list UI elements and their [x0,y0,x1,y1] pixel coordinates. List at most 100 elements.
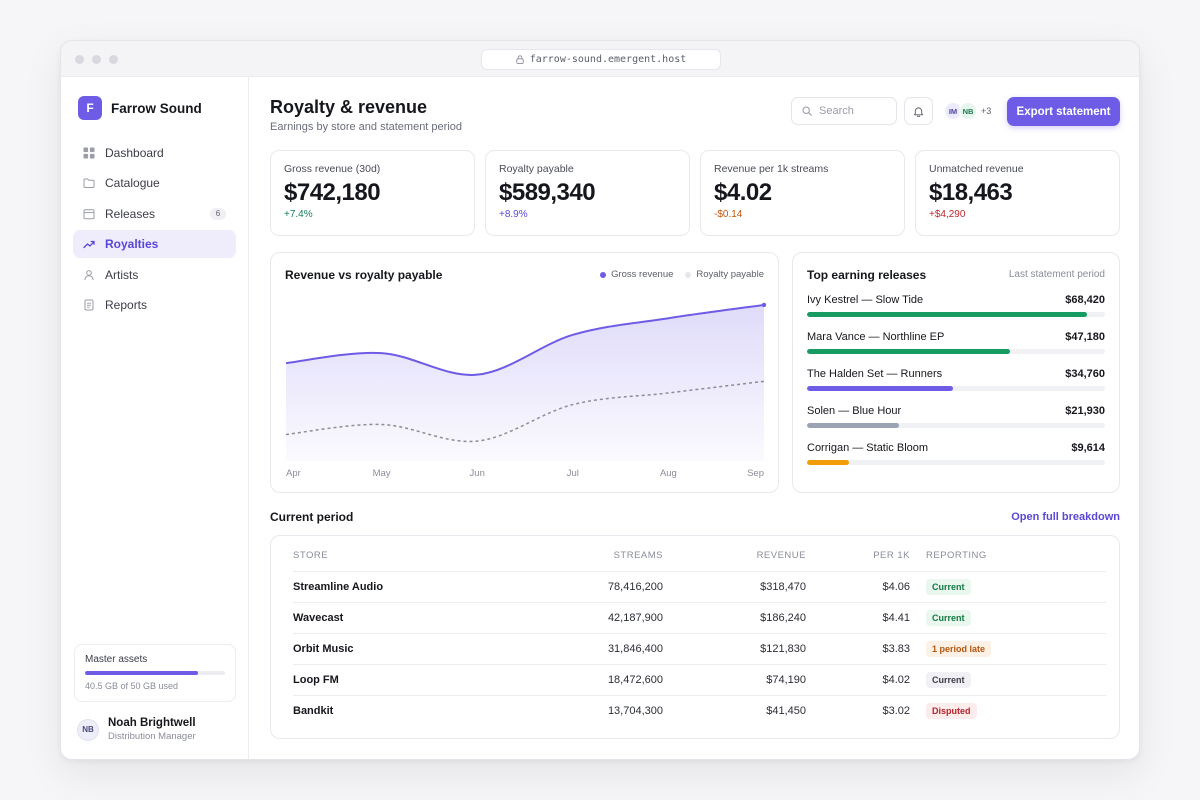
kpi-delta: +$4,290 [929,209,966,220]
legend-swatch [600,271,607,278]
page-subtitle: Earnings by store and statement period [270,121,463,133]
release-bar-fill [807,423,900,428]
column-header-streams[interactable]: STREAMS [503,540,663,572]
sidebar-item-releases[interactable]: Releases 6 [73,200,236,228]
address-bar[interactable]: farrow-sound.emergent.host [481,49,721,70]
release-bar-track [807,312,1105,317]
kpi-card-revenue-per-1k: Revenue per 1k streams $4.02 -$0.14 [700,150,905,236]
legend-item-gross-revenue[interactable]: Gross revenue [600,269,673,280]
release-name: Corrigan — Static Bloom [807,442,929,454]
minimize-dot[interactable] [92,55,101,64]
per1k-value: $3.83 [806,633,910,665]
release-amount: $47,180 [1065,331,1105,343]
column-header-revenue[interactable]: REVENUE [663,540,806,572]
legend-label: Royalty payable [696,269,764,280]
sidebar-nav: Dashboard Catalogue Releases 6 Royalties… [73,139,236,321]
column-header-store[interactable]: STORE [293,540,503,572]
release-amount: $21,930 [1065,405,1105,417]
sidebar-item-label: Dashboard [105,146,164,160]
table-row[interactable]: Wavecast 42,187,900 $186,240 $4.41 Curre… [293,602,1106,634]
table-row[interactable]: Bandkit 13,704,300 $41,450 $3.02 Dispute… [293,695,1106,726]
close-dot[interactable] [75,55,84,64]
notifications-button[interactable] [904,97,933,125]
store-name: Streamline Audio [293,571,503,603]
brand-name: Farrow Sound [111,100,202,116]
top-releases-subtitle: Last statement period [1008,269,1105,280]
release-item[interactable]: Solen — Blue Hour $21,930 [807,405,1105,428]
lock-icon [516,55,524,64]
release-bar-fill [807,460,849,465]
storage-progress-bar [85,671,225,675]
revenue-chart: Apr May Jun Jul Aug Sep [285,302,767,479]
release-item[interactable]: Ivy Kestrel — Slow Tide $68,420 [807,294,1105,317]
gross-revenue-endpoint [761,302,767,308]
brand-logo: F [78,96,102,120]
window-controls [75,55,118,64]
gross-revenue-line [285,303,765,376]
sidebar-item-catalogue[interactable]: Catalogue [73,169,236,197]
release-item[interactable]: Mara Vance — Northline EP $47,180 [807,331,1105,354]
search-input[interactable]: Search [791,97,897,125]
sidebar-item-label: Catalogue [105,176,160,191]
column-header-reporting[interactable]: REPORTING [910,540,1106,572]
sidebar-item-label: Reports [105,297,148,312]
per1k-value: $4.06 [806,571,910,603]
sidebar-item-dashboard[interactable]: Dashboard [73,139,236,167]
storage-progress-fill [85,671,199,675]
store-name: Wavecast [293,602,503,634]
revenue-value: $186,240 [663,602,806,634]
user-profile[interactable]: NB Noah Brightwell Distribution Manager [77,717,196,742]
release-name: Ivy Kestrel — Slow Tide [807,294,924,306]
export-statement-button[interactable]: Export statement [1007,97,1120,126]
table-row[interactable]: Loop FM 18,472,600 $74,190 $4.02 Current [293,664,1106,696]
table-header-row: STORE STREAMS REVENUE PER 1K REPORTING [293,540,1106,572]
streams-value: 31,846,400 [503,633,663,665]
sidebar-item-artists[interactable]: Artists [73,261,236,289]
sidebar-item-label: Royalties [105,237,159,252]
revenue-value: $318,470 [663,571,806,603]
open-full-breakdown-link[interactable]: Open full breakdown [1011,511,1120,523]
release-name: The Halden Set — Runners [807,368,943,380]
maximize-dot[interactable] [109,55,118,64]
kpi-delta: +7.4% [284,209,313,220]
kpi-card-gross-revenue: Gross revenue (30d) $742,180 +7.4% [270,150,475,236]
x-tick-label: Jul [567,468,579,479]
x-tick-label: Apr [286,468,301,479]
release-item[interactable]: The Halden Set — Runners $34,760 [807,368,1105,391]
url-text: farrow-sound.emergent.host [529,54,687,65]
sidebar-item-royalties[interactable]: Royalties [73,230,236,259]
streams-value: 42,187,900 [503,602,663,634]
release-bar-track [807,386,1105,391]
status-badge: Disputed [926,702,977,719]
bell-icon [913,107,924,117]
store-name: Orbit Music [293,633,503,665]
streams-value: 13,704,300 [607,704,663,717]
brand[interactable]: F Farrow Sound [78,96,202,120]
table-row[interactable]: Orbit Music 31,846,400 $121,830 $3.83 1 … [293,633,1106,665]
release-bar-track [807,423,1105,428]
store-table-card: STORE STREAMS REVENUE PER 1K REPORTING S… [270,535,1120,739]
release-bar-fill [807,312,1088,317]
release-item[interactable]: Corrigan — Static Bloom $9,614 [807,442,1105,465]
column-header-per-1k[interactable]: PER 1K [806,540,910,572]
grid-icon [83,147,95,159]
sidebar-item-reports[interactable]: Reports [73,291,236,319]
legend-item-royalty-payable[interactable]: Royalty payable [685,269,764,280]
legend-label: Gross revenue [611,269,674,280]
search-placeholder: Search [819,105,854,117]
main-content: Royalty & revenue Earnings by store and … [250,77,1139,759]
table-row[interactable]: Streamline Audio 78,416,200 $318,470 $4.… [293,571,1106,603]
top-releases-card: Top earning releases Last statement peri… [792,252,1120,493]
status-badge: Current [926,578,971,595]
kpi-value: $18,463 [929,179,1013,206]
legend-swatch [685,271,692,278]
folder-icon [83,178,95,189]
collaborator-avatars[interactable]: IM NB +3 [944,102,991,120]
per1k-value: $4.41 [806,602,910,634]
store-table: STORE STREAMS REVENUE PER 1K REPORTING S… [293,540,1106,726]
storage-widget: Master assets 40.5 GB of 50 GB used [74,644,236,702]
sidebar-item-label: Releases [105,206,156,221]
release-bar-fill [807,386,954,391]
release-bar-track [807,460,1105,465]
browser-titlebar: farrow-sound.emergent.host [61,41,1139,77]
